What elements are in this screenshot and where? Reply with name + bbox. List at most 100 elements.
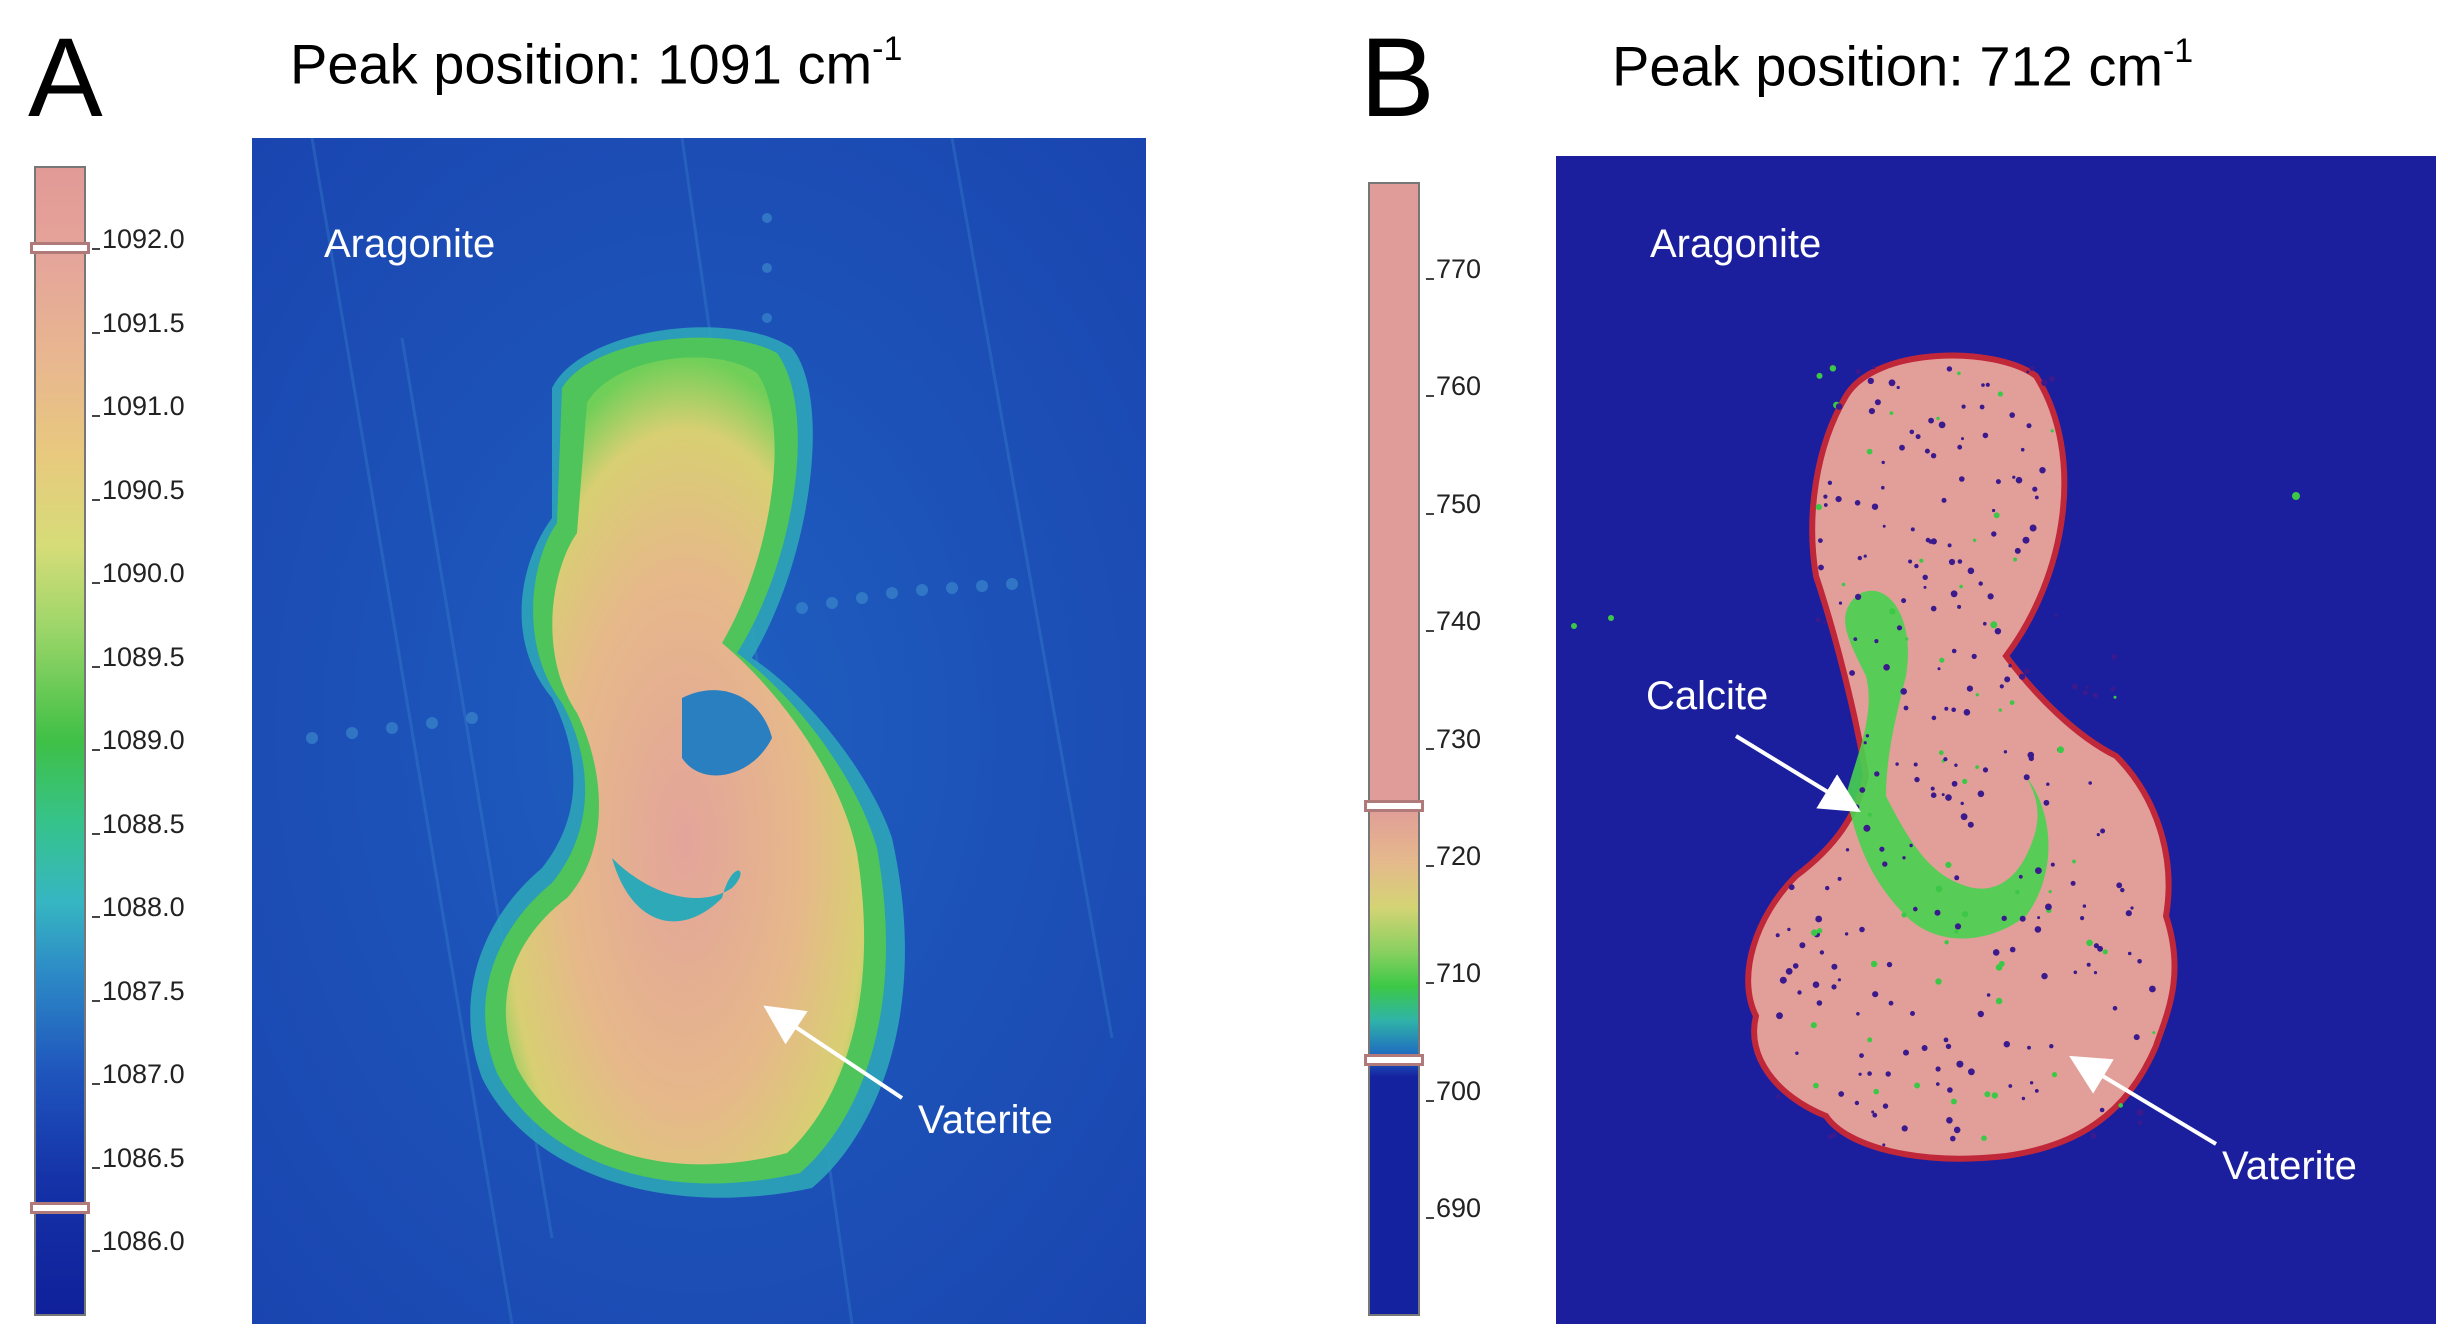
speckle (1838, 601, 1843, 605)
speckle (2029, 524, 2037, 532)
speckle (1960, 801, 1964, 806)
speckle (1823, 621, 1827, 625)
speckle (1901, 912, 1907, 918)
speckle (1914, 776, 1920, 783)
speckle (2137, 959, 2142, 964)
speckle (1939, 657, 1945, 663)
speckle (1935, 978, 1942, 985)
speckle (1871, 503, 1879, 510)
speckle (2118, 1103, 2123, 1108)
speckle (2100, 828, 2106, 834)
speckle (1995, 997, 2003, 1005)
speckle (1831, 963, 1838, 970)
speckle (2034, 1089, 2039, 1093)
speckle (1938, 750, 1944, 756)
speckle (1981, 1135, 1987, 1141)
speckle (1950, 590, 1958, 598)
speckle (1967, 821, 1974, 828)
speckle (1831, 984, 1837, 990)
speckle (1889, 608, 1896, 615)
panel-b-colorbar-upper-handle[interactable] (1364, 800, 1424, 812)
speckle (1823, 494, 1828, 499)
speckle (1975, 693, 1979, 697)
panel-a-vaterite-label: Vaterite (918, 1098, 1053, 1142)
speckle (1967, 567, 1975, 575)
speckle (1966, 685, 1973, 692)
speckle (1997, 391, 2003, 397)
speckle (2111, 654, 2117, 660)
speckle (1882, 1143, 1886, 1147)
speckle (1827, 480, 1833, 485)
speckle (2057, 746, 2064, 754)
panel-b-title-superscript: -1 (2162, 32, 2194, 70)
speckle (1859, 926, 1865, 933)
speckle (1872, 991, 1879, 998)
speckle (1792, 963, 1799, 969)
speckle (1885, 1071, 1891, 1077)
speckle (2022, 536, 2030, 544)
panel-b-colorbar-lower-handle[interactable] (1364, 1054, 1424, 1066)
speckle (1895, 762, 1899, 766)
speckle (2045, 903, 2052, 911)
speckle (1797, 990, 1802, 995)
speckle (1941, 497, 1947, 503)
speckle (1863, 741, 1867, 745)
speckle (2003, 750, 2008, 754)
speckle (2003, 1041, 2010, 1048)
panel-a-colorbar-upper-handle[interactable] (30, 242, 90, 254)
speckle (2082, 904, 2087, 908)
colorbar-tick-label: 700 (1425, 1075, 1482, 1106)
speckle (1943, 1037, 1949, 1043)
panel-b-vaterite-label: Vaterite (2222, 1144, 2357, 1188)
speckle (1944, 940, 1949, 945)
panel-a-colorbar-lower-handle[interactable] (30, 1202, 90, 1214)
speckle (1962, 911, 1969, 918)
speckle (1959, 476, 1965, 482)
speckle (1992, 508, 1996, 513)
speckle (1881, 460, 1885, 465)
speckle (1881, 485, 1885, 490)
speckle (1855, 593, 1862, 600)
colorbar-tick-label: 1092.0 (92, 224, 185, 254)
colorbar-tick-label: 1090.0 (92, 558, 185, 588)
speckle (1943, 757, 1948, 762)
speckle (2029, 365, 2035, 371)
panel-b-calcite-region (1845, 590, 2049, 939)
speckle (1984, 1091, 1991, 1098)
speckle (2015, 890, 2020, 895)
speckle (2071, 683, 2078, 690)
speckle (2019, 915, 2026, 922)
speckle (1829, 365, 1837, 372)
speckle (1946, 366, 1953, 372)
speckle (1787, 927, 1791, 932)
speckle (1818, 564, 1824, 571)
speckle (1935, 1066, 1941, 1072)
speckle (1947, 1087, 1953, 1093)
speckle (1910, 527, 1915, 532)
speckle (1812, 981, 1820, 988)
speckle (2137, 1120, 2143, 1125)
speckle (1957, 444, 1963, 450)
speckle (1951, 707, 1956, 713)
speckle (1941, 793, 1945, 797)
speckle (1855, 368, 1861, 375)
speckle (2088, 781, 2092, 785)
speckle (1936, 416, 1940, 421)
speckle (1991, 1092, 1998, 1099)
speckle (2014, 547, 2021, 554)
speckle (1968, 1068, 1975, 1076)
speckle (1886, 961, 1893, 968)
speckle (2018, 874, 2023, 879)
speckle (2009, 412, 2015, 418)
speckle (1922, 574, 1928, 580)
speckle (1913, 762, 1918, 767)
panel-a-map-image (252, 138, 1146, 1324)
panel-b-aragonite-label: Aragonite (1650, 222, 1822, 266)
speckle (1788, 884, 1795, 891)
speckle (2149, 985, 2156, 993)
speckle (2120, 887, 2125, 893)
speckle (2082, 690, 2088, 696)
speckle (1998, 708, 2002, 712)
speckle (1867, 812, 1872, 817)
speckle (2112, 1006, 2118, 1011)
